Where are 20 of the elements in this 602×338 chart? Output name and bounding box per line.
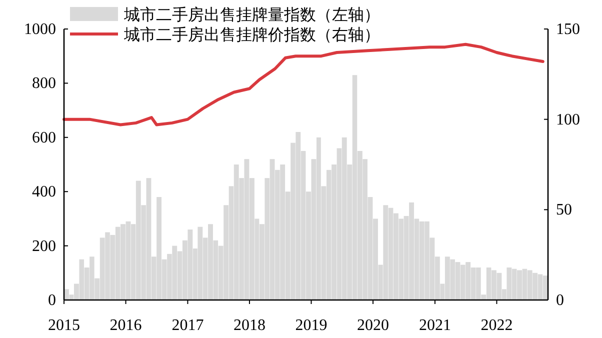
- y2-tick-label: 0: [556, 292, 564, 309]
- y-tick-label: 600: [32, 129, 56, 146]
- x-tick-label: 2016: [110, 317, 142, 334]
- y-tick-label: 1000: [24, 21, 56, 38]
- x-tick-label: 2021: [418, 317, 451, 334]
- y-tick-label: 0: [48, 292, 56, 309]
- x-tick-label: 2022: [480, 317, 513, 334]
- y-tick-label: 800: [32, 75, 56, 92]
- y2-tick-label: 100: [556, 111, 580, 128]
- y2-tick-label: 50: [556, 202, 572, 219]
- x-tick-label: 2019: [295, 317, 328, 334]
- x-tick-label: 2017: [172, 317, 204, 334]
- legend-label: 城市二手房出售挂牌价指数（右轴）: [123, 25, 380, 44]
- x-tick-label: 2018: [233, 317, 266, 334]
- x-tick-label: 2015: [48, 317, 80, 334]
- y2-tick-label: 150: [556, 21, 580, 38]
- y-tick-label: 400: [32, 184, 56, 201]
- x-tick-label: 2020: [357, 317, 390, 334]
- legend-label: 城市二手房出售挂牌量指数（左轴）: [123, 5, 380, 24]
- y-tick-label: 200: [32, 238, 56, 255]
